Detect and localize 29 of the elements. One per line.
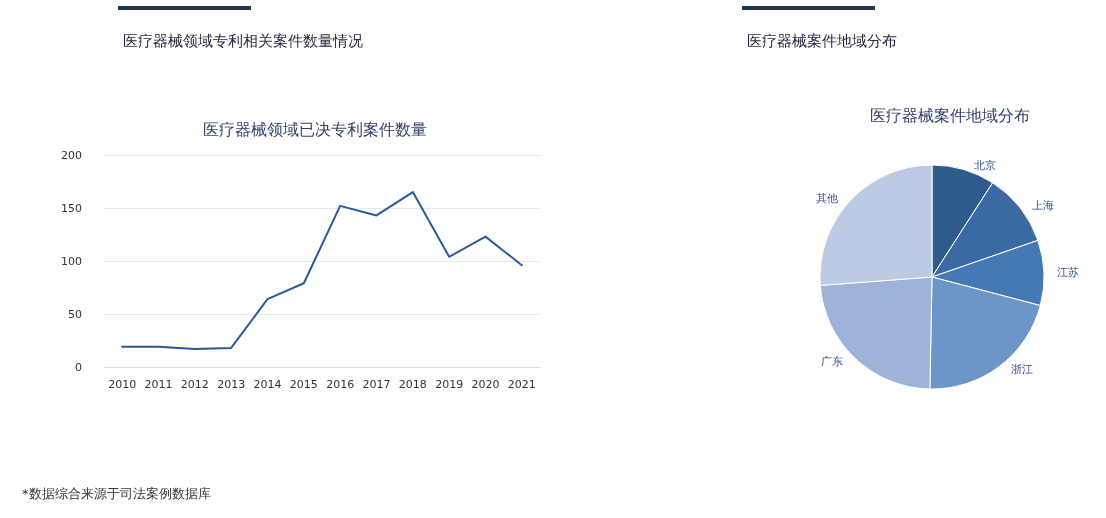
x-tick-label: 2019 xyxy=(435,378,464,391)
chart-subtitle: 医疗器械案件地域分布 xyxy=(870,105,1030,125)
line-series xyxy=(121,191,523,350)
chart-subtitle: 医疗器械领域已决专利案件数量 xyxy=(203,119,427,139)
slice-label: 其他 xyxy=(815,191,838,205)
chart-title: 医疗器械案件地域分布 xyxy=(747,31,897,50)
slice-label: 广东 xyxy=(821,354,844,368)
y-tick-label: 100 xyxy=(61,254,82,268)
slice-label: 上海 xyxy=(1032,198,1055,212)
x-tick-label: 2018 xyxy=(398,378,427,391)
slice-label: 北京 xyxy=(973,159,996,173)
x-tick-label: 2010 xyxy=(108,378,137,391)
x-tick-label: 2013 xyxy=(217,378,246,391)
x-tick-label: 2017 xyxy=(362,378,391,391)
text: *数据综合来源于司法案例数据库 xyxy=(22,486,211,501)
y-tick-label: 0 xyxy=(75,360,82,374)
y-tick-label: 50 xyxy=(68,307,82,321)
x-tick-label: 2015 xyxy=(289,378,318,391)
y-tick-label: 150 xyxy=(61,201,82,215)
chart-title: 医疗器械领域专利相关案件数量情况 xyxy=(123,31,363,50)
x-tick-label: 2012 xyxy=(180,378,209,391)
y-tick-label: 200 xyxy=(61,148,82,162)
x-tick-label: 2014 xyxy=(253,378,282,391)
x-tick-label: 2020 xyxy=(471,378,500,391)
slice-label: 江苏 xyxy=(1056,266,1079,280)
slice-label: 浙江 xyxy=(1010,363,1033,377)
x-tick-label: 2016 xyxy=(326,378,355,391)
x-tick-label: 2011 xyxy=(144,378,173,391)
x-tick-label: 2021 xyxy=(507,378,536,391)
